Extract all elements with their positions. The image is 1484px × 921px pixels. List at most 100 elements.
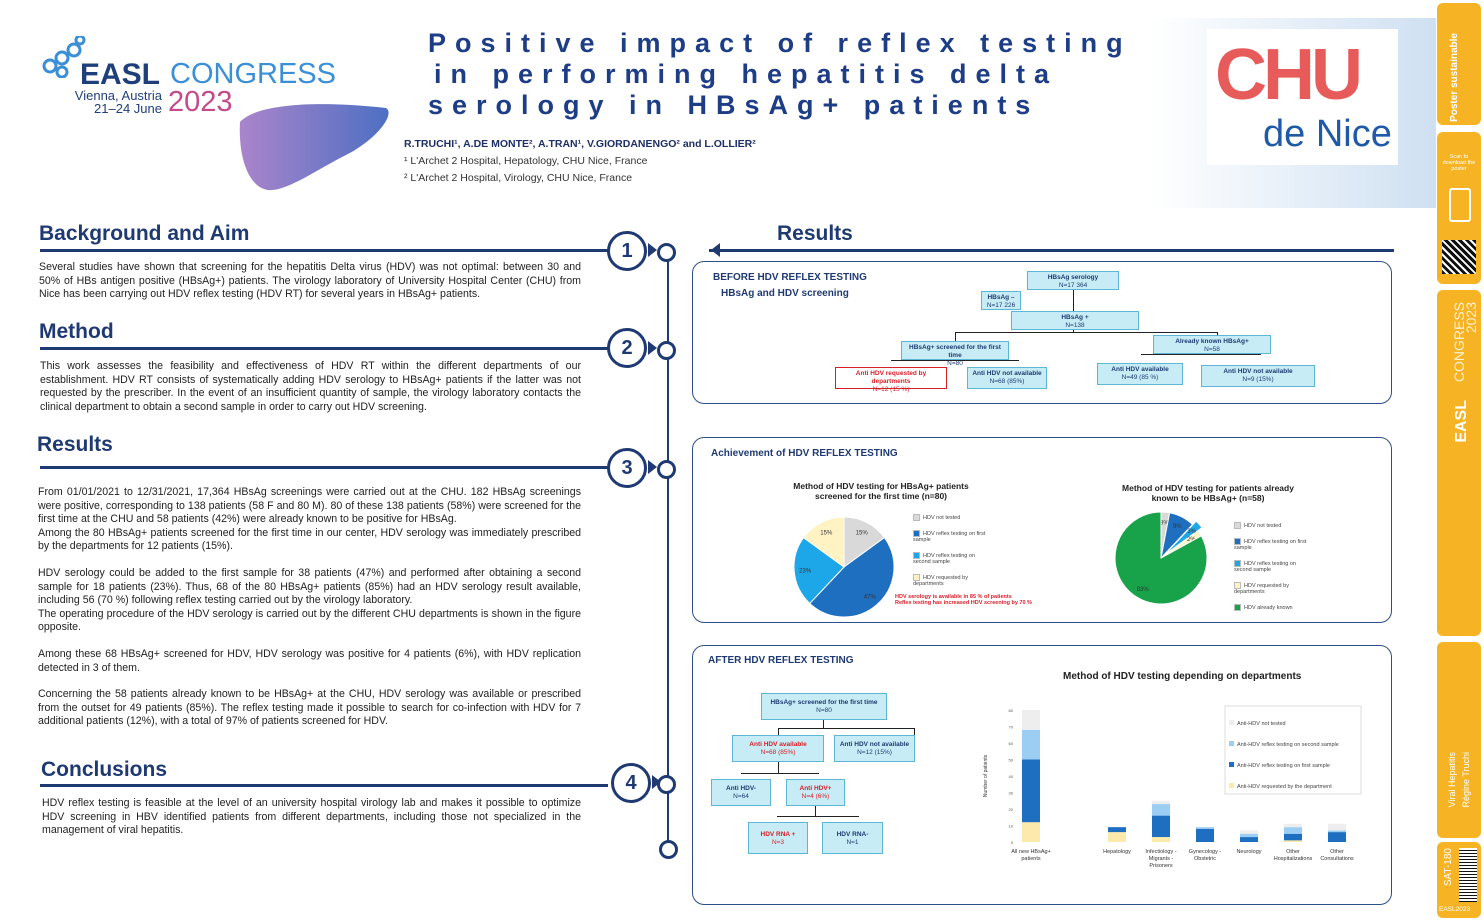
legend-item: HDV reflex testing on first sample <box>1234 538 1314 551</box>
pie-label: 15% <box>856 530 869 536</box>
edge <box>778 728 779 735</box>
pie-label: 83% <box>1137 587 1150 593</box>
y-tick-label: 70 <box>1009 725 1014 730</box>
pie2-chart: 3% 9% 3% 2% 83% <box>1114 511 1208 605</box>
sidebar-scan-box[interactable]: Scan to download the poster <box>1437 132 1481 284</box>
node-serology: HBsAg serology N=17 364 <box>1027 271 1119 290</box>
results-p4: The operating procedure of the HDV serol… <box>38 607 581 634</box>
method-heading: Method <box>39 320 114 343</box>
pie-label: 47% <box>864 594 877 600</box>
bar-segment <box>1284 833 1302 841</box>
x-tick-label: Migrants - <box>1149 856 1174 862</box>
legend-label: HDV reflex testing on second sample <box>1234 560 1296 573</box>
phone-icon <box>1449 188 1471 222</box>
y-tick-label: 10 <box>1009 824 1014 829</box>
pie-slice <box>1164 520 1203 556</box>
easl-logo <box>40 34 90 83</box>
pie-label: 3% <box>1187 529 1196 535</box>
legend-item: HDV reflex testing on first sample <box>913 530 993 543</box>
before-label: BEFORE HDV REFLEX TESTING <box>713 272 867 283</box>
bar-segment <box>1328 832 1346 842</box>
sidebar-topic-box: Viral Hepatitis Régine Truchi <box>1437 642 1481 838</box>
sidebar-easl-box: CONGRESS 2023 EASL <box>1437 290 1481 636</box>
legend-swatch <box>1234 522 1241 529</box>
after-node-first: HBsAg+ screened for the first time N=80 <box>761 693 887 720</box>
liver-graphic <box>239 104 389 191</box>
bar-segment <box>1284 823 1302 828</box>
pie2-title: Method of HDV testing for patients alrea… <box>1122 483 1294 503</box>
bar-segment <box>1152 804 1170 816</box>
legend-label: HDV reflex testing on second sample <box>913 552 975 565</box>
node-hbsag-neg: HBsAg – N=17 226 <box>981 291 1021 310</box>
results-p5: Among these 68 HBsAg+ screened for HDV, … <box>38 647 581 674</box>
step-1-dot <box>657 243 676 262</box>
legend-swatch <box>1234 560 1241 567</box>
edge <box>1217 332 1218 335</box>
sidebar-footer: EASL2023 <box>1439 906 1471 913</box>
sidebar-code: SAT-180 <box>1443 848 1454 887</box>
edge <box>815 806 816 816</box>
sidebar-topic: Viral Hepatitis <box>1447 752 1457 808</box>
logo-congress: CONGRESS <box>170 58 336 90</box>
bar-legend-swatch <box>1229 783 1234 788</box>
logo-dates: 21–24 June <box>94 101 162 116</box>
step-4-badge: 4 <box>611 763 651 803</box>
x-tick-label: Obstetric <box>1194 856 1216 862</box>
y-tick-label: 80 <box>1009 708 1014 713</box>
edge <box>955 332 1217 333</box>
x-tick-label: Other <box>1330 849 1344 855</box>
edge <box>778 762 779 773</box>
after-label: AFTER HDV REFLEX TESTING <box>708 655 854 666</box>
step-1-arrow-icon <box>648 243 657 257</box>
pie-label: 3% <box>1160 520 1169 526</box>
achievement-panel: Achievement of HDV REFLEX TESTING Method… <box>692 437 1392 623</box>
legend-label: HDV not tested <box>923 514 961 521</box>
right-results-heading: Results <box>777 222 853 245</box>
legend-swatch <box>913 514 920 521</box>
legend-swatch <box>913 552 920 559</box>
left-arrow-icon <box>711 243 720 257</box>
bar-segment <box>1240 837 1258 842</box>
y-tick-label: 50 <box>1009 758 1014 763</box>
logo-easl: EASL <box>80 58 161 91</box>
pie2-legend: HDV not tested HDV reflex testing on firs… <box>1234 522 1314 620</box>
node-available-2: Anti HDV available N=49 (85 %) <box>1097 363 1183 385</box>
easl-hex-icon <box>42 34 86 79</box>
bar-segment <box>1152 815 1170 838</box>
bar-segment <box>1022 729 1040 760</box>
pie-label: 2% <box>1187 537 1196 543</box>
x-tick-label: All new HBsAg+ <box>1011 849 1051 855</box>
legend-item: HDV reflex testing on second sample <box>1234 560 1314 573</box>
x-tick-label: Gynecology - <box>1189 849 1222 855</box>
sidebar-brand-box: Poster sustainable <box>1437 3 1481 125</box>
after-node-rna-pos: HDV RNA + N=3 <box>748 822 808 854</box>
edge <box>778 728 914 729</box>
node-not-available-1: Anti HDV not available N=68 (85%) <box>967 367 1047 389</box>
edge <box>914 728 915 735</box>
node-already-known: Already known HBsAg+ N=58 <box>1153 335 1271 354</box>
results-p1: From 01/01/2021 to 12/31/2021, 17,364 HB… <box>38 486 581 526</box>
legend-label: HDV reflex testing on first sample <box>913 530 986 543</box>
achievement-label: Achievement of HDV REFLEX TESTING <box>711 448 898 459</box>
bar-legend-swatch <box>1229 720 1234 725</box>
bar-segment <box>1152 800 1170 805</box>
right-results-rule <box>709 249 1394 252</box>
step-3-arrow-icon <box>648 460 657 474</box>
y-tick-label: 40 <box>1009 774 1014 779</box>
edge <box>823 720 824 728</box>
bar-segment <box>1284 827 1302 834</box>
results-rule <box>40 466 608 469</box>
pie1-chart: 15% 47% 23% 15% <box>793 516 895 618</box>
legend-swatch <box>913 530 920 537</box>
node-hbsag-pos: HBsAg + N=138 <box>1011 311 1139 330</box>
bar-legend-label: Anti-HDV reflex testing on first sample <box>1237 763 1330 769</box>
bar-segment <box>1196 827 1214 829</box>
bar-segment <box>1022 822 1040 842</box>
logo-city: Vienna, Austria <box>74 88 162 103</box>
affiliation-2: ² L'Archet 2 Hospital, Virology, CHU Nic… <box>404 172 633 184</box>
x-tick-label: Hospitalizations <box>1274 856 1313 862</box>
y-tick-label: 0 <box>1011 840 1014 845</box>
results-p2: Among the 80 HBsAg+ patients screened fo… <box>38 526 581 553</box>
legend-label: HDV requested by departments <box>1234 582 1289 595</box>
bar-segment <box>1152 837 1170 842</box>
